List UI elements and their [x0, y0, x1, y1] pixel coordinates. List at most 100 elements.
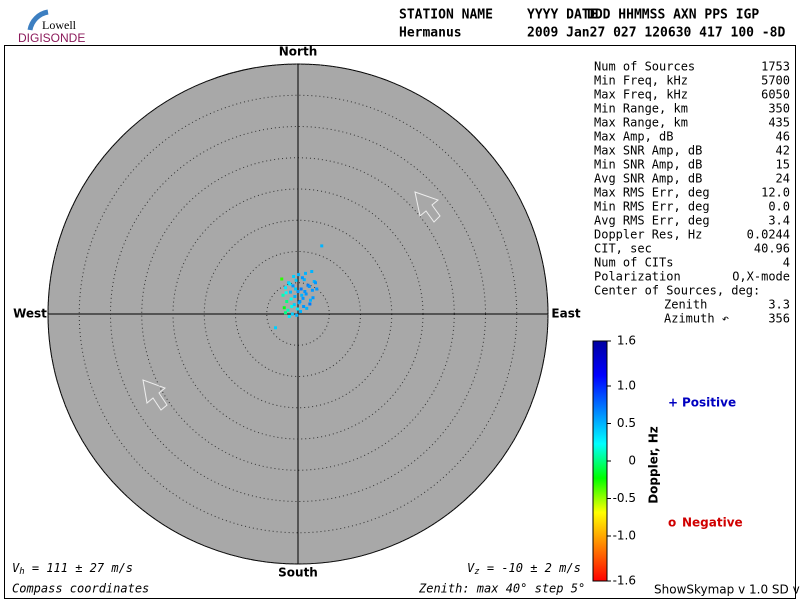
source-point	[299, 310, 302, 313]
frame	[4, 45, 796, 599]
source-point	[310, 270, 314, 273]
stat-value: 3.3	[768, 298, 790, 312]
legend-label: Negative	[682, 516, 743, 530]
header-value: Hermanus	[399, 26, 462, 41]
source-point	[295, 307, 299, 311]
stat-label: Max Freq, kHz	[594, 88, 688, 102]
zenith-note: Zenith: max 40° step 5°	[418, 582, 585, 596]
source-point	[294, 278, 298, 282]
source-point	[300, 276, 304, 280]
source-point	[294, 287, 297, 291]
source-point	[301, 296, 305, 300]
header-value: 2009 Jan27 027 120630 417 100 -8D	[527, 26, 785, 41]
source-point	[290, 312, 294, 316]
source-point	[290, 305, 294, 308]
stat-value: 24	[776, 172, 790, 186]
legend-marker: o	[668, 516, 676, 530]
stat-value: 1753	[761, 60, 790, 74]
stat-label: Avg RMS Err, deg	[594, 214, 710, 228]
arrow	[142, 379, 168, 411]
source-point	[303, 290, 307, 293]
source-point	[300, 293, 304, 297]
source-point	[307, 285, 311, 288]
source-point	[304, 271, 307, 275]
source-point	[286, 308, 290, 312]
source-point	[284, 286, 287, 290]
stat-label: Min Freq, kHz	[594, 74, 688, 88]
source-point	[284, 311, 287, 315]
stat-value: 350	[768, 102, 790, 116]
source-point	[296, 290, 300, 293]
stat-value: 40.96	[754, 242, 790, 256]
arrow	[414, 191, 441, 223]
colorbar-label: Doppler, Hz	[647, 426, 661, 504]
legend-label: Positive	[682, 396, 736, 410]
stat-value: 0.0	[768, 200, 790, 214]
stat-value: 5700	[761, 74, 790, 88]
source-point	[292, 275, 296, 278]
source-point	[293, 295, 297, 298]
stat-value: 12.0	[761, 186, 790, 200]
legend-marker: +	[668, 396, 678, 410]
stat-label: Zenith	[664, 298, 707, 312]
velocity-h: Vh = 111 ± 27 m/s	[12, 561, 133, 577]
source-point	[288, 282, 292, 286]
source-point	[291, 284, 295, 288]
header-label: DDD HHMMSS AXN PPS IGP	[587, 8, 759, 23]
source-point	[315, 287, 319, 291]
colorbar-tick-label: -1.6	[613, 574, 636, 588]
coords-note: Compass coordinates	[12, 582, 149, 596]
stat-section: Center of Sources, deg:	[594, 284, 760, 298]
stat-label: Min SNR Amp, dB	[594, 158, 702, 172]
colorbar-tick-label: 1.0	[617, 379, 636, 393]
stat-label: Max Range, km	[594, 116, 688, 130]
source-point	[289, 290, 292, 294]
stat-label: Azimuth ↶	[664, 312, 729, 326]
source-point	[295, 313, 299, 317]
stat-label: Min RMS Err, deg	[594, 200, 710, 214]
source-point	[299, 287, 303, 291]
source-point	[309, 298, 312, 302]
stat-label: Max RMS Err, deg	[594, 186, 710, 200]
colorbar-tick-label: -1.0	[613, 529, 636, 543]
source-point	[282, 306, 286, 310]
source-point	[297, 273, 301, 277]
stat-value: 356	[768, 312, 790, 326]
stat-label: Polarization	[594, 270, 681, 284]
source-point	[274, 326, 277, 330]
logo-swoosh	[27, 9, 49, 31]
stat-label: Num of CITs	[594, 256, 673, 270]
direction-label: East	[551, 307, 580, 321]
source-point	[289, 297, 293, 301]
source-point	[308, 302, 312, 306]
colorbar-tick-label: 1.6	[617, 334, 636, 348]
source-point	[302, 305, 306, 308]
source-point	[314, 281, 317, 285]
source-point	[310, 288, 314, 292]
stat-value: 15	[776, 158, 790, 172]
logo-bottom: DIGISONDE	[18, 31, 85, 45]
stat-label: Min Range, km	[594, 102, 688, 116]
stat-label: Num of Sources	[594, 60, 695, 74]
stat-value: 3.4	[768, 214, 790, 228]
source-point	[281, 293, 285, 297]
stat-label: Avg SNR Amp, dB	[594, 172, 702, 186]
source-point	[320, 244, 324, 248]
colorbar	[592, 340, 608, 582]
source-point	[284, 291, 288, 295]
source-point	[305, 306, 309, 310]
stat-value: 46	[776, 130, 790, 144]
source-point	[304, 292, 308, 296]
logo-top: Lowell	[42, 18, 77, 32]
stat-value: 42	[776, 144, 790, 158]
direction-label: West	[13, 307, 47, 321]
stat-label: Max SNR Amp, dB	[594, 144, 702, 158]
stat-label: CIT, sec	[594, 242, 652, 256]
source-point	[302, 278, 306, 282]
header-label: STATION NAME	[399, 8, 493, 23]
stat-value: 0.0244	[747, 228, 790, 242]
header-label: YYYY DATE	[527, 8, 597, 23]
source-point	[285, 300, 289, 303]
stat-value: 435	[768, 116, 790, 130]
